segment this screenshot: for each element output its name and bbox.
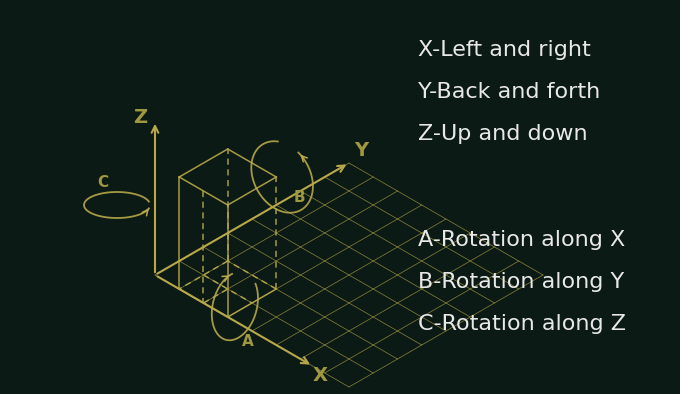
Text: A: A [242, 334, 254, 349]
Text: A-Rotation along X: A-Rotation along X [418, 230, 625, 250]
Text: C: C [97, 175, 108, 190]
Text: Y: Y [354, 141, 369, 160]
Text: B: B [294, 190, 306, 205]
Text: C-Rotation along Z: C-Rotation along Z [418, 314, 626, 334]
Text: B-Rotation along Y: B-Rotation along Y [418, 272, 624, 292]
Text: Z-Up and down: Z-Up and down [418, 124, 588, 144]
Text: Y-Back and forth: Y-Back and forth [418, 82, 600, 102]
Text: X: X [312, 366, 327, 385]
Text: X-Left and right: X-Left and right [418, 40, 591, 60]
Text: Z: Z [133, 108, 147, 127]
